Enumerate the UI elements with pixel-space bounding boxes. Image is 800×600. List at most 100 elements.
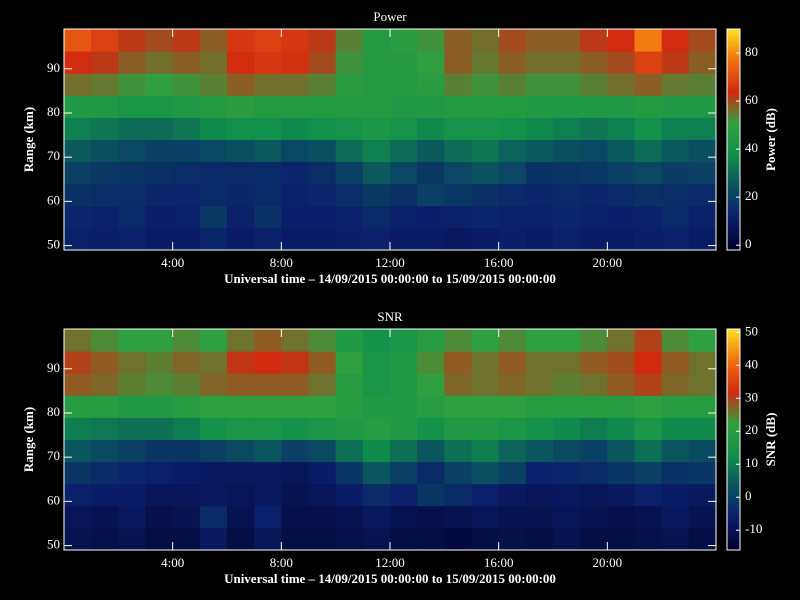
y-tick-label: 50 [47,237,60,252]
heatmap-cell [417,95,445,118]
heatmap-cell [64,73,92,96]
heatmap-cell [362,73,391,96]
heatmap-cell [498,95,527,118]
heatmap-cell [661,351,690,374]
heatmap-cell [91,161,119,185]
heatmap-cell [498,183,527,207]
y-tick-label: 60 [47,492,60,507]
heatmap-cell [471,139,500,163]
heatmap-cell [145,205,174,229]
heatmap-cell [580,161,608,185]
heatmap-cell [308,395,337,418]
x-tick-label: 20:00 [593,255,623,270]
heatmap-cell [254,395,282,418]
heatmap-cell [634,183,663,207]
heatmap-cell [362,439,391,463]
heatmap-cell [118,205,146,229]
colorbar-tick-label: 50 [745,323,758,338]
heatmap-cell [172,351,201,374]
heatmap-cell [308,227,337,251]
heatmap-cell [390,161,418,185]
heatmap-cell [417,161,445,185]
heatmap-cell [91,483,119,507]
heatmap-cell [607,373,635,396]
heatmap-cell [281,183,309,207]
heatmap-cell [417,29,445,52]
heatmap-cell [688,461,717,485]
heatmap-cell [525,439,554,463]
heatmap-cell [471,161,500,185]
heatmap-cell [91,417,119,440]
heatmap-cell [335,483,364,507]
heatmap-cell [498,227,527,251]
heatmap-cell [525,329,554,352]
y-tick-label: 60 [47,192,60,207]
heatmap-cell [525,205,554,229]
heatmap-cell [580,329,608,352]
y-tick-label: 90 [47,360,60,375]
heatmap-cell [390,95,418,118]
heatmap-cell [417,51,445,74]
heatmap-cell [580,183,608,207]
x-tick-label: 8:00 [270,555,293,570]
heatmap-cell [64,51,92,74]
heatmap-cell [254,483,282,507]
heatmap-cell [362,227,391,251]
heatmap-cell [199,373,228,396]
heatmap-cell [634,373,663,396]
heatmap-cell [91,117,119,140]
heatmap-cell [227,205,255,229]
colorbar-tick-label: 40 [745,356,758,371]
x-axis-label: Universal time – 14/09/2015 00:00:00 to … [224,571,556,586]
heatmap-cell [661,183,690,207]
heatmap-cell [335,505,364,529]
heatmap-cell [661,505,690,529]
heatmap-cell [498,461,527,485]
heatmap-cell [64,527,92,551]
y-axis-label: Range (km) [21,407,36,472]
heatmap-cell [580,205,608,229]
heatmap-cell [281,439,309,463]
heatmap-cell [335,205,364,229]
heatmap-cell [580,51,608,74]
heatmap-cell [199,183,228,207]
colorbar-label: SNR (dB) [763,413,778,467]
heatmap-cell [172,373,201,396]
heatmap-cell [417,329,445,352]
heatmap-cell [118,51,146,74]
heatmap-cell [145,461,174,485]
heatmap-cell [172,29,201,52]
heatmap-cell [525,373,554,396]
heatmap-cell [64,95,92,118]
heatmap-cell [607,183,635,207]
heatmap-cell [199,329,228,352]
heatmap-cell [227,461,255,485]
heatmap-cell [64,351,92,374]
heatmap-cell [525,117,554,140]
heatmap-cell [281,329,309,352]
colorbar-tick-label: 60 [745,92,758,107]
heatmap-cell [362,329,391,352]
heatmap-cell [172,95,201,118]
heatmap-cell [688,227,717,251]
heatmap-cell [335,51,364,74]
heatmap-cell [498,439,527,463]
heatmap-cell [390,51,418,74]
x-tick-label: 4:00 [161,255,184,270]
heatmap-cell [553,417,581,440]
heatmap-cell [444,351,472,374]
heatmap-cell [634,527,663,551]
heatmap-cell [525,51,554,74]
heatmap-cell [525,95,554,118]
heatmap-cell [64,161,92,185]
heatmap-cell [145,183,174,207]
heatmap-cell [172,483,201,507]
heatmap-cell [227,161,255,185]
heatmap-cell [91,183,119,207]
heatmap-cell [362,527,391,551]
heatmap-cell [580,527,608,551]
heatmap-cell [118,483,146,507]
heatmap-cell [362,95,391,118]
heatmap-cell [172,417,201,440]
